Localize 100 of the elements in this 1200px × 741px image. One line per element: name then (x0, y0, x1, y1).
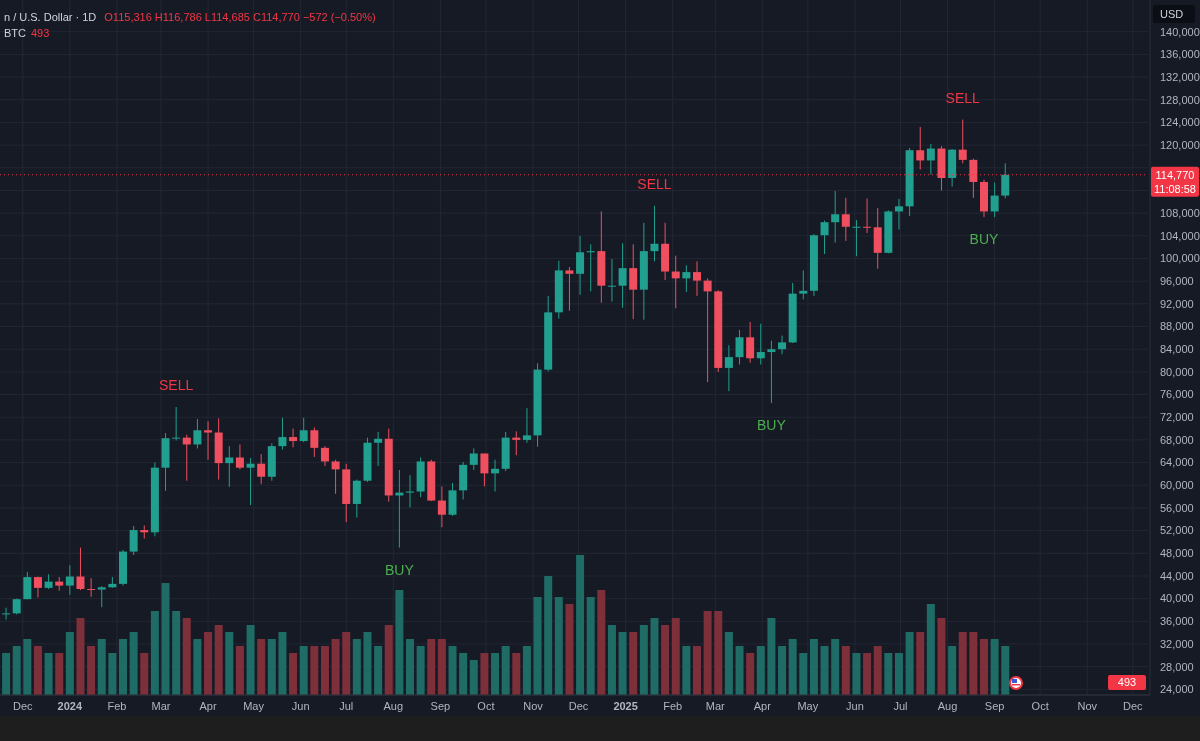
candlestick (990, 182, 999, 218)
bar (554, 597, 563, 695)
bar (44, 653, 53, 695)
annotation: SELL (159, 376, 194, 393)
bar (724, 632, 733, 695)
bar (852, 653, 861, 695)
bar (395, 590, 404, 695)
chart-title: BTC 493 (4, 26, 50, 39)
bar (55, 653, 64, 695)
bar (491, 653, 500, 695)
y-tick-label: 132,000 (1160, 70, 1200, 83)
candlestick (257, 453, 266, 485)
x-tick-label: Dec (13, 699, 34, 712)
bar (97, 639, 106, 695)
text: O115,316 H116,786 L114,685 C114,770 −572 (−0.50%) (104, 10, 376, 23)
candlestick (299, 417, 308, 443)
candlestick (916, 126, 925, 170)
bar (23, 639, 32, 695)
bar (331, 639, 340, 695)
y-tick-label: 80,000 (1160, 365, 1194, 378)
bar (831, 639, 840, 695)
bar (267, 639, 276, 695)
bar (193, 639, 202, 695)
bar (629, 632, 638, 695)
y-tick-label: 84,000 (1160, 343, 1194, 356)
bar (257, 639, 266, 695)
bar (586, 597, 595, 695)
y-tick-label: 56,000 (1160, 501, 1194, 514)
bar (533, 597, 542, 695)
candlestick (778, 335, 787, 355)
y-tick-label: 32,000 (1160, 637, 1194, 650)
bar (299, 646, 308, 695)
bar (150, 611, 159, 695)
candlestick (746, 321, 755, 364)
candlestick (172, 406, 181, 441)
x-tick-label: Jul (339, 699, 354, 712)
x-tick-label: Aug (383, 699, 404, 712)
candlestick (235, 443, 244, 470)
bar (597, 590, 606, 695)
y-tick-label: 140,000 (1160, 25, 1200, 38)
candlestick (278, 417, 287, 451)
y-tick-label: 128,000 (1160, 93, 1200, 106)
bar (661, 625, 670, 695)
x-tick-label: Apr (199, 699, 217, 712)
bar (289, 653, 298, 695)
y-tick-label: 124,000 (1160, 116, 1200, 129)
bar (693, 646, 701, 695)
bar (873, 646, 882, 695)
candlestick (469, 447, 478, 471)
bar (894, 653, 903, 695)
x-tick-label: Mar (151, 699, 171, 712)
candlestick (225, 445, 234, 488)
x-tick-label: Dec (1123, 699, 1144, 712)
bar (469, 660, 478, 695)
bar (544, 576, 553, 695)
x-tick-label: Mar (705, 699, 726, 712)
bar (204, 632, 213, 695)
candlestick (193, 418, 202, 449)
bar (310, 646, 319, 695)
bar (639, 625, 648, 695)
candlestick (682, 264, 691, 293)
bar (512, 653, 521, 695)
bar (172, 611, 181, 695)
y-tick-label: 72,000 (1160, 411, 1194, 424)
text: n / U.S. Dollar · 1D (4, 10, 97, 23)
y-tick-label: 48,000 (1160, 547, 1194, 560)
candlestick (310, 426, 319, 458)
bar (863, 653, 872, 695)
candlestick (522, 407, 531, 444)
x-tick-label: Oct (1031, 699, 1049, 712)
candlestick (23, 571, 32, 600)
bar (235, 646, 244, 695)
bar (352, 639, 361, 695)
candlestick (735, 329, 744, 366)
y-tick-label: 88,000 (1160, 320, 1194, 333)
bar (682, 646, 691, 695)
candlestick (724, 344, 733, 392)
bar (565, 604, 574, 695)
bar (576, 555, 585, 695)
bar (990, 639, 999, 695)
annotation: BUY (384, 561, 415, 578)
y-tick-label: 96,000 (1160, 275, 1194, 288)
bar (820, 646, 829, 695)
x-tick-label: Oct (477, 699, 495, 712)
y-tick-label: 64,000 (1160, 456, 1194, 469)
bar (767, 618, 776, 695)
bar (406, 639, 414, 695)
bar (119, 639, 127, 695)
x-tick-label: Nov (1077, 699, 1098, 712)
y-tick-label: 100,000 (1160, 252, 1200, 265)
bar (33, 646, 42, 695)
bar (65, 632, 74, 695)
candlestick (863, 197, 872, 234)
candlestick (480, 453, 489, 487)
candlestick (926, 143, 935, 176)
candlestick (969, 158, 978, 199)
x-tick-label: 2025 (613, 699, 638, 712)
y-tick-label: 24,000 (1160, 683, 1194, 696)
bar (182, 618, 191, 695)
candlestick (618, 242, 627, 309)
